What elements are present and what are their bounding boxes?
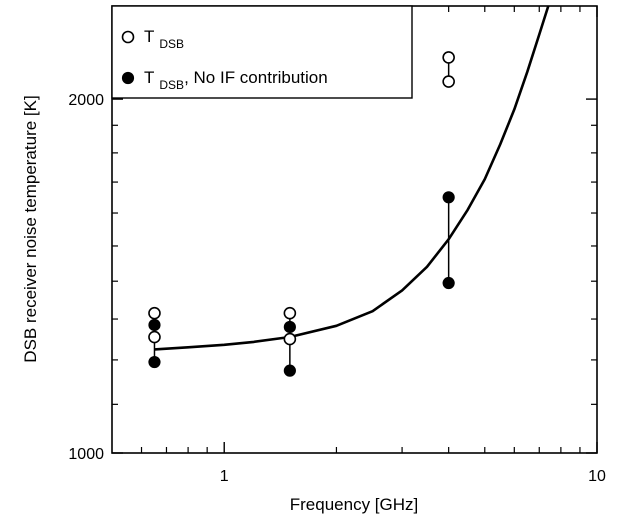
legend-open-circle-marker xyxy=(121,30,135,44)
data-points xyxy=(148,51,455,377)
filled-circle-point xyxy=(148,318,161,332)
y-tick-label-2000: 2000 xyxy=(68,92,104,109)
filled-circle-point xyxy=(148,355,161,369)
legend-entry-1-main: T xyxy=(144,27,154,46)
y-axis-label: DSB receiver noise temperature [K] xyxy=(21,95,40,362)
filled-circle-point xyxy=(283,320,296,334)
filled-circle-point xyxy=(442,191,455,204)
open-circle-point xyxy=(442,75,455,88)
open-circle-point xyxy=(148,330,161,344)
legend-filled-circle-marker xyxy=(121,71,135,85)
x-axis-label: Frequency [GHz] xyxy=(290,495,419,514)
x-tick-label-1: 1 xyxy=(220,468,229,485)
y-tick-label-1000: 1000 xyxy=(68,446,104,463)
filled-circle-point xyxy=(442,276,455,290)
x-tick-label-10: 10 xyxy=(588,468,606,485)
legend-box xyxy=(111,5,413,99)
legend: T DSB T DSB, No IF contribution xyxy=(111,5,413,99)
fit-curve-layer xyxy=(154,6,550,351)
open-circle-point xyxy=(442,51,455,64)
legend-entry-2-label: T DSB, No IF contribution xyxy=(144,68,328,92)
legend-entry-2-main: T xyxy=(144,68,154,87)
legend-entry-2-subscript: DSB xyxy=(159,78,184,92)
open-circle-point xyxy=(283,306,297,320)
legend-entry-2-suffix: , No IF contribution xyxy=(184,68,328,87)
open-circle-point xyxy=(283,332,297,346)
open-circle-point xyxy=(148,306,161,320)
filled-circle-point xyxy=(283,364,296,377)
fit-curve xyxy=(154,6,550,351)
legend-entry-1-label: T DSB xyxy=(144,27,184,51)
legend-entry-1-subscript: DSB xyxy=(159,37,184,51)
